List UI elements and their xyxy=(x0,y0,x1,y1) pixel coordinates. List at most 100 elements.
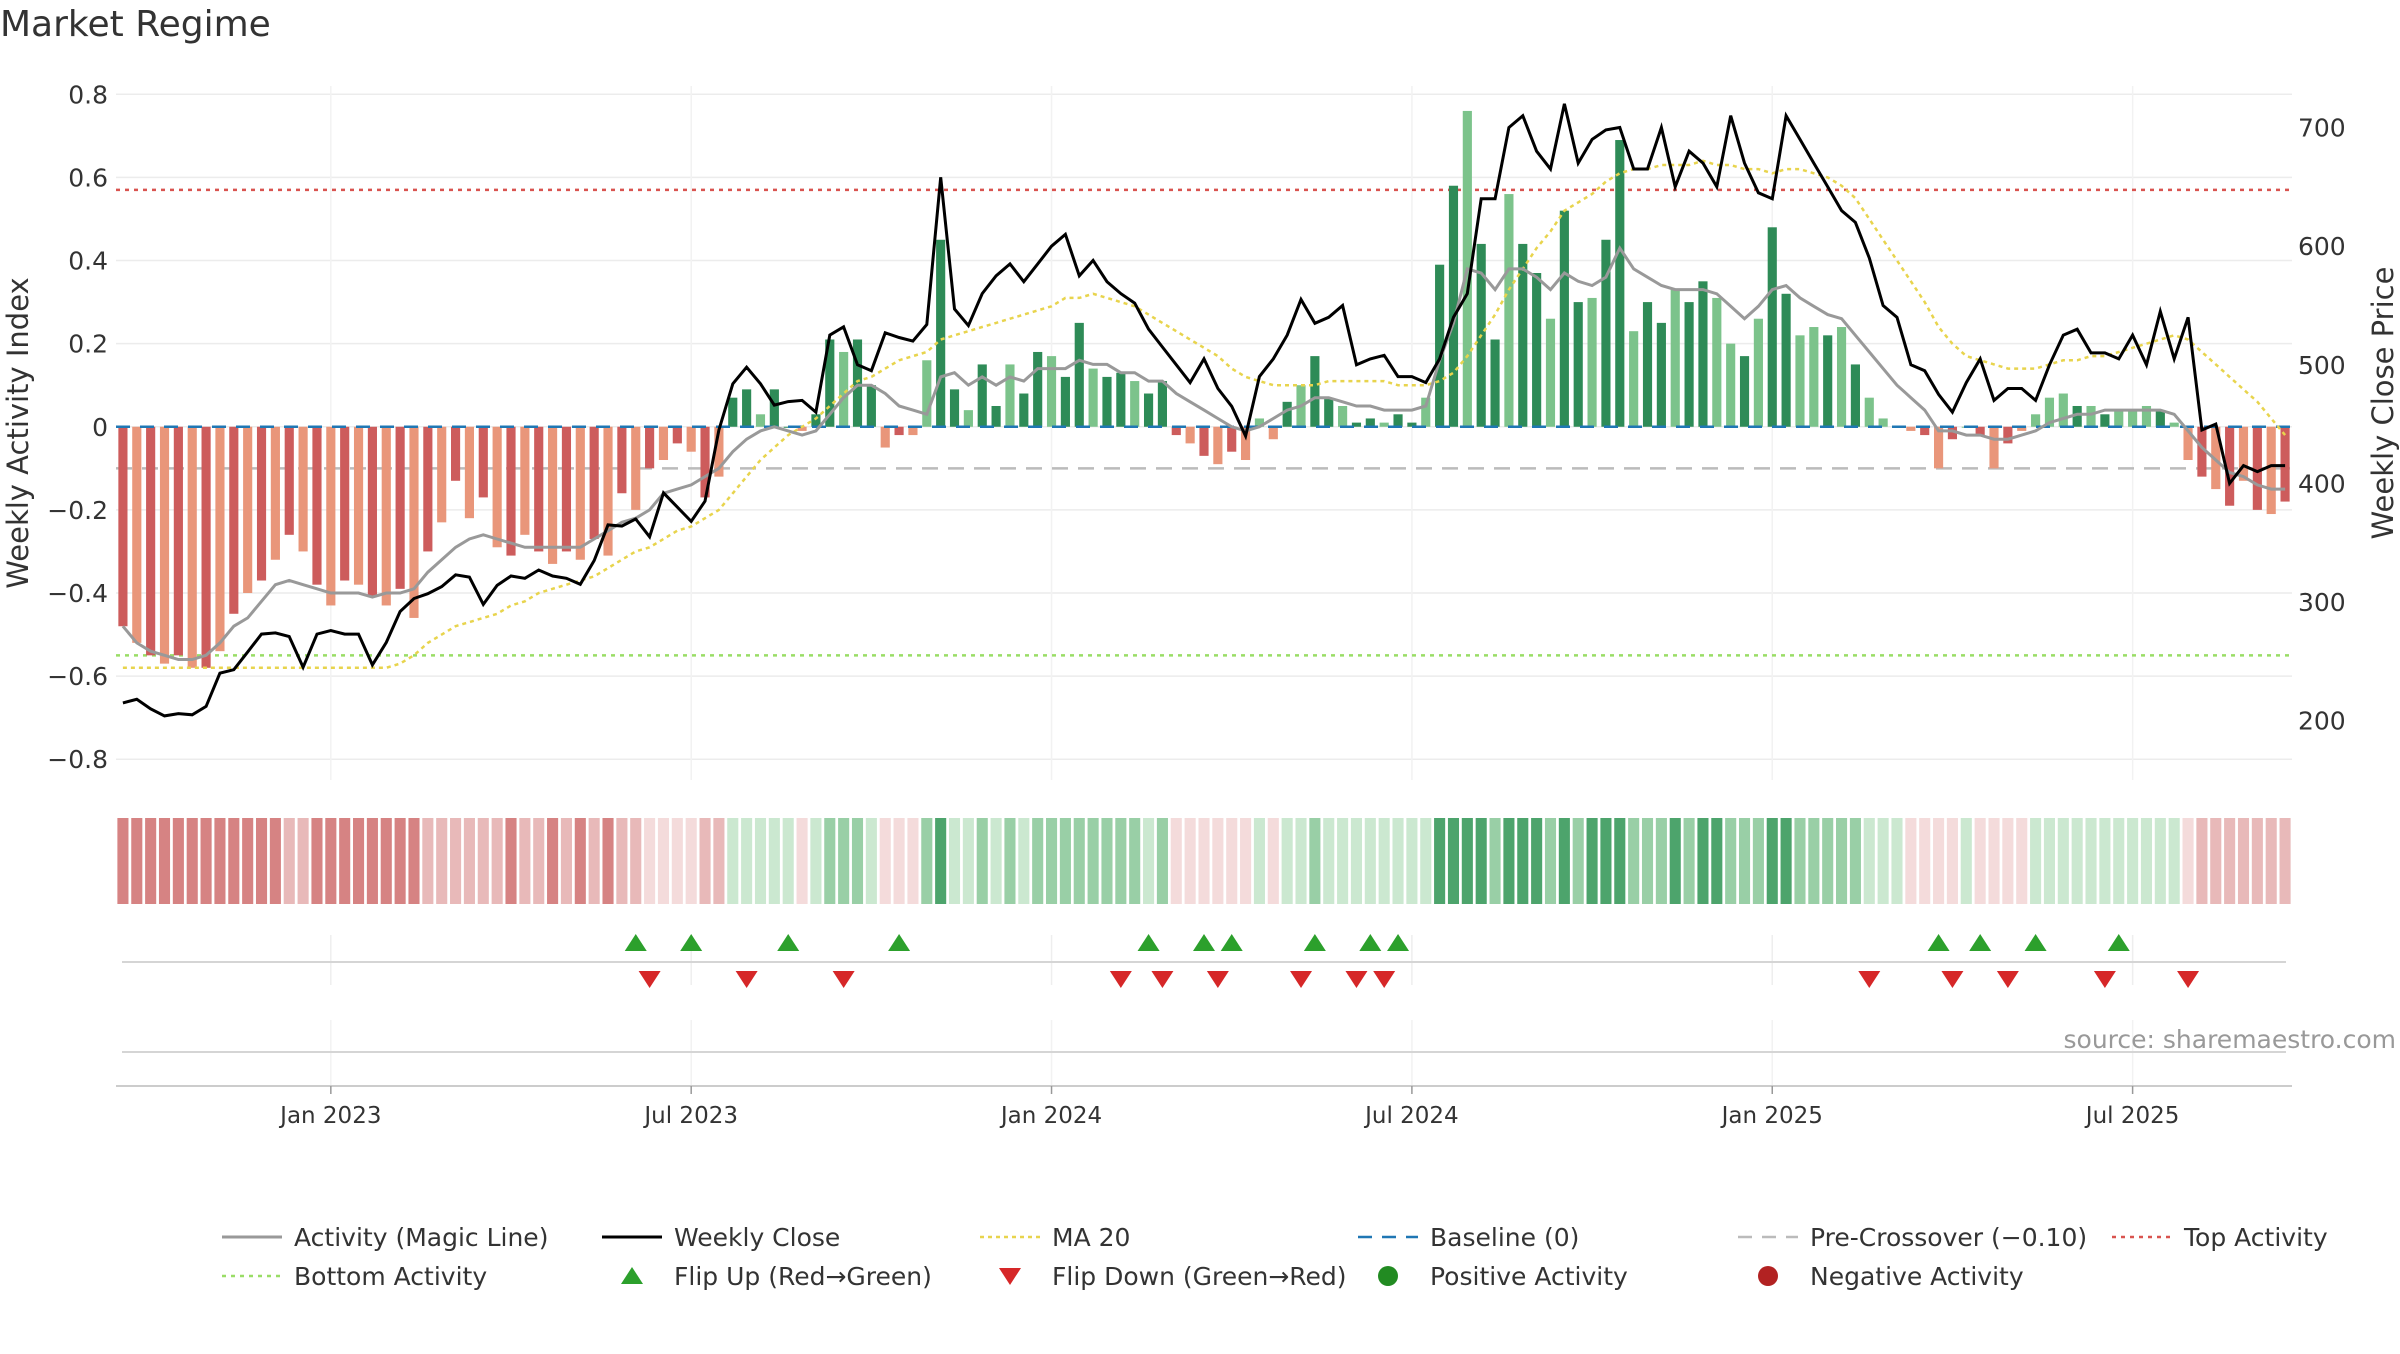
regime-strip-cell xyxy=(255,818,268,904)
activity-bar xyxy=(977,364,987,427)
regime-strip-cell xyxy=(768,818,780,904)
regime-strip-cell xyxy=(2043,818,2055,904)
regime-strip-cell xyxy=(172,818,184,904)
activity-bar xyxy=(534,426,544,552)
regime-strip-cell xyxy=(1059,818,1071,904)
regime-strip-cell xyxy=(1946,818,1958,904)
activity-bar xyxy=(908,426,918,436)
regime-strip-cell xyxy=(2265,818,2277,904)
activity-bar xyxy=(769,389,779,427)
regime-strip-cell xyxy=(1447,818,1460,904)
regime-strip-cell xyxy=(1184,818,1196,904)
x-tick-label: Jul 2023 xyxy=(642,1103,738,1129)
flip-down-marker xyxy=(1206,971,1229,988)
regime-strip-cell xyxy=(948,818,961,904)
regime-strip-cell xyxy=(547,818,559,904)
activity-bar xyxy=(825,339,835,427)
regime-strip-cell xyxy=(1087,818,1099,904)
regime-strip-cell xyxy=(962,818,974,904)
regime-strip-cell xyxy=(145,818,157,904)
regime-strip-cell xyxy=(588,818,600,904)
regime-strip-cell xyxy=(921,818,933,904)
flip-up-marker xyxy=(1220,934,1243,951)
regime-strip-cell xyxy=(865,818,877,904)
legend-label: Flip Down (Green→Red) xyxy=(1052,1262,1347,1291)
regime-strip-cell xyxy=(269,818,281,904)
activity-bar xyxy=(1864,397,1874,427)
activity-bar xyxy=(1351,422,1362,427)
regime-strip-cell xyxy=(1226,818,1238,904)
regime-strip-cell xyxy=(2279,818,2291,904)
activity-bar xyxy=(1573,302,1583,427)
regime-strip-cell xyxy=(1004,818,1016,904)
y2-tick-label: 300 xyxy=(2298,588,2346,617)
regime-strip-cell xyxy=(1600,818,1612,904)
activity-bar xyxy=(714,426,724,477)
regime-strip-cell xyxy=(741,818,753,904)
activity-bar xyxy=(1642,302,1653,427)
activity-bar xyxy=(1088,368,1098,427)
regime-strip-cell xyxy=(491,818,503,904)
y-tick-label: −0.2 xyxy=(47,496,108,525)
flip-down-marker xyxy=(1345,971,1368,988)
flip-up-marker xyxy=(1303,934,1326,951)
regime-strip-cell xyxy=(380,818,392,904)
activity-bar xyxy=(548,426,558,564)
regime-strip-cell xyxy=(1489,818,1501,904)
regime-strip-cell xyxy=(907,818,919,904)
activity-bar xyxy=(1171,426,1181,436)
activity-bar xyxy=(1102,376,1112,427)
y-tick-label: 0.2 xyxy=(68,330,108,359)
y-tick-label: 0.8 xyxy=(68,80,108,109)
flip-up-marker xyxy=(1387,934,1410,951)
activity-bar xyxy=(1324,397,1334,427)
regime-strip-cell xyxy=(1919,818,1931,904)
flip-down-marker xyxy=(1109,971,1132,988)
regime-strip-cell xyxy=(1572,818,1584,904)
activity-bar xyxy=(367,426,377,598)
flip-up-marker xyxy=(777,934,800,951)
activity-bar xyxy=(1241,426,1251,461)
regime-strip-cell xyxy=(727,818,739,904)
activity-bar xyxy=(2183,426,2193,461)
activity-bar xyxy=(755,414,766,427)
activity-bar xyxy=(811,414,821,427)
regime-strip-cell xyxy=(2168,818,2180,904)
activity-bar xyxy=(2114,410,2124,427)
activity-bar xyxy=(936,239,946,427)
regime-strip-cell xyxy=(1725,818,1737,904)
y-tick-label: −0.8 xyxy=(47,745,108,774)
activity-bar xyxy=(880,426,890,448)
activity-bar xyxy=(146,426,156,656)
ma20-line xyxy=(122,159,2287,670)
regime-strip-cell xyxy=(2057,818,2069,904)
regime-strip-cell xyxy=(893,818,905,904)
regime-strip-cell xyxy=(422,818,434,904)
regime-strip-cell xyxy=(450,818,462,904)
regime-strip-cell xyxy=(1406,818,1418,904)
regime-strip-cell xyxy=(1267,818,1279,904)
regime-strip-cell xyxy=(810,818,822,904)
activity-bar xyxy=(1393,414,1403,427)
regime-strip-cell xyxy=(838,818,850,904)
regime-strip-cell xyxy=(1281,818,1293,904)
legend-label: MA 20 xyxy=(1052,1223,1130,1252)
activity-bar xyxy=(353,426,364,585)
activity-bar xyxy=(2031,414,2041,427)
regime-strip-cell xyxy=(1420,818,1432,904)
activity-bar xyxy=(1809,327,1819,427)
regime-strip-cell xyxy=(990,818,1002,904)
activity-bar xyxy=(894,426,904,436)
regime-strip-cell xyxy=(1337,818,1349,904)
activity-bar xyxy=(381,426,391,606)
flip-down-marker xyxy=(1373,971,1396,988)
regime-strip-cell xyxy=(616,818,628,904)
activity-bar xyxy=(478,426,488,498)
regime-strip-cell xyxy=(879,818,891,904)
regime-strip-cell xyxy=(1960,818,1972,904)
regime-strip-cell xyxy=(2210,818,2222,904)
regime-strip-cell xyxy=(1156,818,1168,904)
activity-bar xyxy=(1157,381,1167,427)
regime-strip-cell xyxy=(1849,818,1861,904)
regime-strip-cell xyxy=(1808,818,1820,904)
